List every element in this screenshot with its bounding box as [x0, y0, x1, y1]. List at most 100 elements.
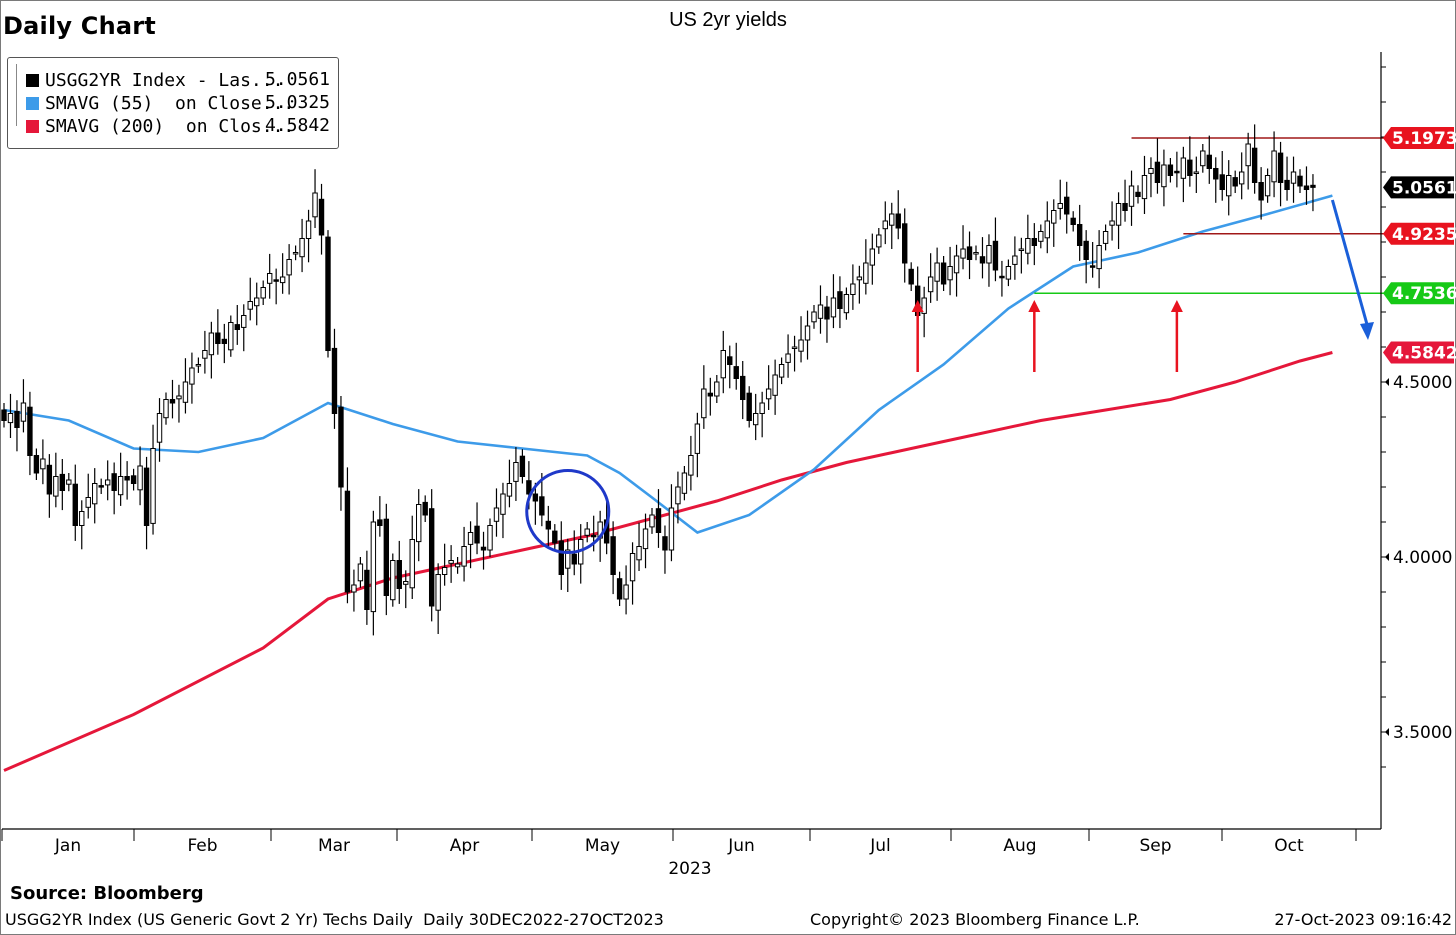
candle-body [973, 252, 979, 255]
candle-body [1096, 245, 1102, 270]
candle-body [714, 381, 720, 397]
legend: USGG2YR Index - Las... 5.0561 SMAVG (55)… [7, 57, 339, 149]
candle-body [649, 514, 655, 528]
axes-layer: 3.5000 4.0000 4.5000 Jan Feb Mar Apr May Jun Jul A… [1, 52, 1452, 879]
candle [474, 502, 480, 555]
candle-body [14, 410, 20, 428]
candle-body [986, 245, 992, 264]
footer-copyright: Copyright© 2023 Bloomberg Finance L.P. [810, 910, 1140, 929]
candle-body [1167, 164, 1174, 176]
candle [727, 345, 733, 389]
price-label: 4.5842 [1383, 341, 1456, 364]
x-tick-label: Jan [54, 836, 81, 856]
candle-body [117, 476, 124, 496]
legend-item-sma55: SMAVG (55) on Close... [26, 92, 294, 115]
candle-body [1277, 152, 1284, 184]
candle-body [1303, 185, 1310, 190]
candle-body [1226, 175, 1232, 197]
candle [40, 439, 46, 485]
candle-body [940, 262, 947, 285]
candle-body [1128, 185, 1135, 207]
legend-item-sma200: SMAVG (200) on Clos... [26, 115, 294, 138]
candle [927, 253, 934, 303]
candle-body [1148, 168, 1154, 174]
candle-body [798, 339, 804, 352]
candle-body [20, 402, 27, 422]
candle [947, 246, 953, 296]
candle [273, 268, 279, 305]
candle [740, 361, 746, 420]
candle [578, 524, 584, 584]
x-tick-label: May [585, 836, 620, 856]
candle-body [1264, 175, 1271, 197]
y-tick-label: 4.5000 [1393, 373, 1452, 393]
price-label-text: 5.0561 [1392, 178, 1456, 198]
x-tick-label: Jun [727, 836, 755, 856]
candle [1232, 170, 1238, 193]
candle-body [396, 560, 402, 589]
candle [493, 488, 500, 537]
candle [1187, 136, 1193, 187]
candle [765, 365, 772, 410]
candle-body [422, 501, 428, 516]
legend-swatch-price [26, 74, 39, 87]
legend-swatch-sma55 [26, 97, 39, 110]
candle [1174, 151, 1180, 188]
candle-body [299, 238, 305, 258]
candle [778, 357, 785, 385]
candle [714, 375, 720, 403]
candle [545, 505, 552, 549]
level-lines-layer [1034, 137, 1385, 294]
candle [513, 447, 519, 501]
candle [1051, 199, 1057, 247]
candle-body [474, 525, 480, 544]
candle [1083, 230, 1089, 284]
candle-body [344, 490, 351, 593]
candle [999, 260, 1005, 297]
candle [798, 316, 804, 363]
annotations-layer [525, 199, 1374, 554]
candle [1264, 168, 1271, 203]
candle [895, 190, 901, 240]
candle [1206, 135, 1212, 184]
candle-body [778, 364, 785, 378]
candle-body [318, 198, 325, 236]
price-label-box [1383, 126, 1454, 149]
candle-body [40, 458, 46, 470]
candle [902, 208, 908, 283]
x-tick-label: Oct [1274, 836, 1304, 856]
candle-body [902, 223, 908, 264]
candle [668, 484, 675, 562]
x-tick-label: Sep [1139, 836, 1171, 856]
candle-body [759, 402, 765, 414]
candle-body [506, 483, 513, 497]
candle [733, 342, 739, 390]
candle [986, 234, 992, 287]
candle [616, 571, 623, 606]
candle-body [610, 536, 616, 576]
candle [351, 569, 357, 612]
price-label: 4.7536 [1383, 282, 1456, 305]
candle-body [895, 213, 901, 229]
candle-body [1115, 203, 1122, 226]
candle [416, 489, 422, 562]
candle [14, 400, 20, 452]
candle [876, 228, 882, 254]
candle [1271, 131, 1277, 198]
candle-body [461, 546, 467, 567]
candle [156, 398, 163, 462]
candle-body [765, 388, 772, 400]
candle [182, 358, 189, 414]
footer-timestamp: 27-Oct-2023 09:16:42 [1274, 910, 1452, 929]
candle [746, 386, 752, 428]
candle-body [539, 496, 545, 516]
candle [189, 352, 195, 404]
candle [72, 464, 78, 541]
candle [1277, 141, 1284, 207]
candle-body [1290, 171, 1297, 184]
candle [1238, 152, 1245, 200]
candle [454, 557, 461, 574]
candle-body [720, 350, 726, 379]
candle-body [292, 252, 299, 255]
candle-body [1206, 154, 1212, 169]
